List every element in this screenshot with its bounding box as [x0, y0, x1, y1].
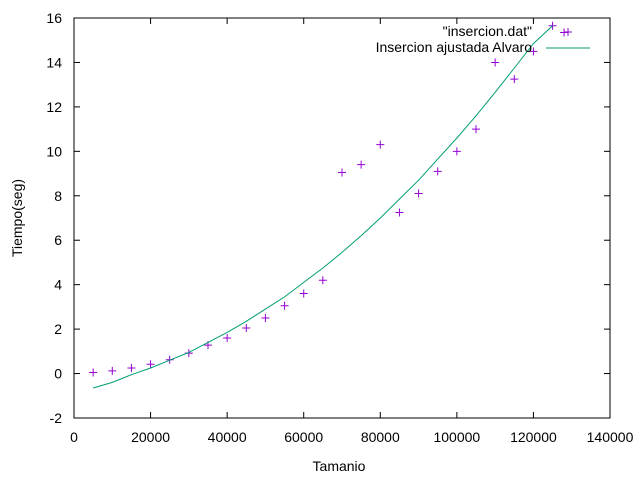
y-tick-label: -2	[50, 410, 63, 426]
data-point	[414, 189, 423, 198]
data-point	[242, 324, 251, 332]
data-point	[261, 314, 270, 322]
y-tick-label: 16	[46, 10, 62, 26]
x-tick-label: 20000	[131, 429, 170, 445]
data-point	[280, 301, 289, 310]
axes-layer	[73, 17, 611, 419]
series-1	[92, 25, 553, 389]
data-point	[433, 167, 442, 176]
data-point	[510, 75, 519, 84]
data-point	[146, 360, 155, 369]
y-tick-label: 6	[54, 232, 62, 248]
x-tick-label: 100000	[433, 429, 480, 445]
fit-line	[92, 25, 553, 389]
legend-label: "insercion.dat"	[443, 23, 532, 39]
data-point	[452, 147, 461, 156]
y-axis-label: Tiempo(seg)	[9, 179, 25, 257]
data-point	[472, 125, 480, 134]
x-tick-label: 40000	[208, 429, 247, 445]
data-point	[395, 208, 404, 217]
x-tick-label: 80000	[361, 429, 400, 445]
data-point	[376, 140, 385, 149]
data-point	[89, 368, 98, 377]
data-point	[357, 160, 366, 169]
series-0	[89, 21, 569, 377]
series-layer	[89, 21, 569, 389]
x-axis-label: Tamanio	[313, 458, 366, 474]
plot-frame	[73, 17, 611, 419]
data-point	[338, 168, 346, 177]
data-point	[491, 58, 500, 67]
x-tick-label: 140000	[587, 429, 634, 445]
ticks-layer: 0 20000 40000 60000 80000 100000 120000 140000 -…	[46, 10, 633, 445]
y-tick-label: 4	[54, 277, 62, 293]
y-tick-label: 8	[54, 188, 62, 204]
x-tick-label: 120000	[510, 429, 557, 445]
data-point	[223, 334, 232, 342]
legend-label: Insercion ajustada Alvaro	[376, 39, 533, 55]
legend-marker-sample	[564, 28, 572, 36]
y-tick-label: 14	[46, 54, 62, 70]
legend: "insercion.dat"Insercion ajustada Alvaro	[376, 23, 590, 55]
x-tick-label: 0	[70, 429, 78, 445]
y-tick-label: 2	[54, 321, 62, 337]
y-tick-label: 10	[46, 143, 62, 159]
data-point	[299, 289, 308, 298]
data-point	[127, 364, 136, 372]
data-point	[108, 366, 117, 375]
x-tick-label: 60000	[284, 429, 323, 445]
y-tick-label: 0	[54, 366, 62, 382]
data-point	[318, 276, 327, 285]
data-point	[529, 47, 538, 56]
y-tick-label: 12	[46, 99, 62, 115]
